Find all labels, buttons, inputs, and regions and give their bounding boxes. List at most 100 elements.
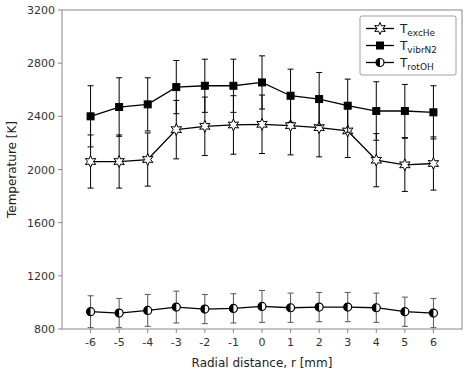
series-line [91, 82, 434, 116]
error-cap [202, 323, 208, 324]
marker-outline [315, 303, 323, 311]
error-cap [202, 155, 208, 156]
error-cap [145, 77, 151, 78]
x-tick-label: 0 [259, 336, 266, 349]
error-cap [259, 322, 265, 323]
marker-outline [144, 306, 152, 314]
error-cap [316, 292, 322, 293]
marker-outline [258, 302, 266, 310]
error-cap [345, 292, 351, 293]
y-tick [58, 222, 62, 223]
legend-label: TvibrN2 [399, 39, 437, 55]
marker-fill [344, 303, 352, 311]
x-tick-label: -3 [171, 336, 182, 349]
marker-star [228, 119, 238, 131]
legend-entry: TrotOH [366, 56, 434, 72]
error-bar [202, 294, 208, 323]
error-cap [259, 55, 265, 56]
error-cap [173, 158, 179, 159]
marker-fill [115, 309, 123, 317]
marker-outline [201, 305, 209, 313]
error-bar [202, 59, 208, 112]
y-tick-label: 2800 [27, 57, 55, 70]
error-cap [173, 60, 179, 61]
legend-label: TrotOH [399, 56, 434, 72]
marker-outline [172, 303, 180, 311]
marker-half-circle [429, 309, 437, 317]
y-tick [58, 329, 62, 330]
legend-label-sub: rotOH [407, 62, 433, 72]
error-cap [345, 132, 351, 133]
error-bar [288, 293, 294, 322]
error-cap [288, 322, 294, 323]
error-cap [230, 154, 236, 155]
y-tick-label: 3200 [27, 4, 55, 17]
x-tick [176, 329, 177, 333]
y-tick [58, 116, 62, 117]
marker-outline [376, 59, 384, 67]
marker-half-circle [115, 309, 123, 317]
error-cap [145, 130, 151, 131]
error-cap [345, 157, 351, 158]
error-cap [402, 326, 408, 327]
marker-star [114, 156, 124, 168]
error-bar [430, 86, 436, 139]
error-bar [288, 69, 294, 122]
error-cap [373, 140, 379, 141]
x-tick-label: -2 [199, 336, 210, 349]
y-tick-label: 2000 [27, 164, 55, 177]
marker-fill [429, 309, 437, 317]
marker-half-circle [144, 306, 152, 314]
marker-half-circle [87, 308, 95, 316]
error-bar [145, 294, 151, 326]
error-bar [345, 292, 351, 321]
error-bar [88, 296, 94, 328]
error-cap [145, 132, 151, 133]
error-cap [259, 153, 265, 154]
marker-square [373, 108, 380, 115]
chart: -6-5-4-3-2-10123456800120016002000240028… [0, 0, 474, 375]
x-tick [147, 329, 148, 333]
x-tick [119, 329, 120, 333]
marker-square [430, 109, 437, 116]
error-cap [345, 321, 351, 322]
marker-star [85, 156, 95, 168]
error-bar [116, 298, 122, 327]
marker-fill [172, 303, 180, 311]
error-cap [288, 293, 294, 294]
x-tick-label: 6 [430, 336, 437, 349]
marker-square [344, 102, 351, 109]
error-cap [430, 138, 436, 139]
marker-square [144, 101, 151, 108]
x-tick [290, 329, 291, 333]
error-bar [145, 78, 151, 131]
error-cap [173, 113, 179, 114]
marker-half-circle [229, 304, 237, 312]
error-cap [88, 327, 94, 328]
y-tick-label: 2400 [27, 110, 55, 123]
y-tick-label: 800 [34, 323, 55, 336]
error-cap [88, 85, 94, 86]
marker-square [316, 96, 323, 103]
x-tick [204, 329, 205, 333]
error-cap [373, 322, 379, 323]
marker-outline [429, 309, 437, 317]
y-tick [58, 63, 62, 64]
error-bar [402, 84, 408, 137]
error-bar [173, 291, 179, 323]
marker-square [116, 104, 123, 111]
error-cap [88, 146, 94, 147]
marker-square [287, 92, 294, 99]
error-cap [230, 293, 236, 294]
error-cap [345, 79, 351, 80]
marker-star [200, 120, 210, 132]
error-bar [230, 59, 236, 112]
error-bar [116, 78, 122, 136]
x-tick [347, 329, 348, 333]
marker-outline [344, 303, 352, 311]
marker-fill [144, 306, 152, 314]
series-0 [85, 95, 438, 191]
y-tick [58, 169, 62, 170]
series-2 [87, 290, 438, 327]
error-bar [345, 79, 351, 132]
